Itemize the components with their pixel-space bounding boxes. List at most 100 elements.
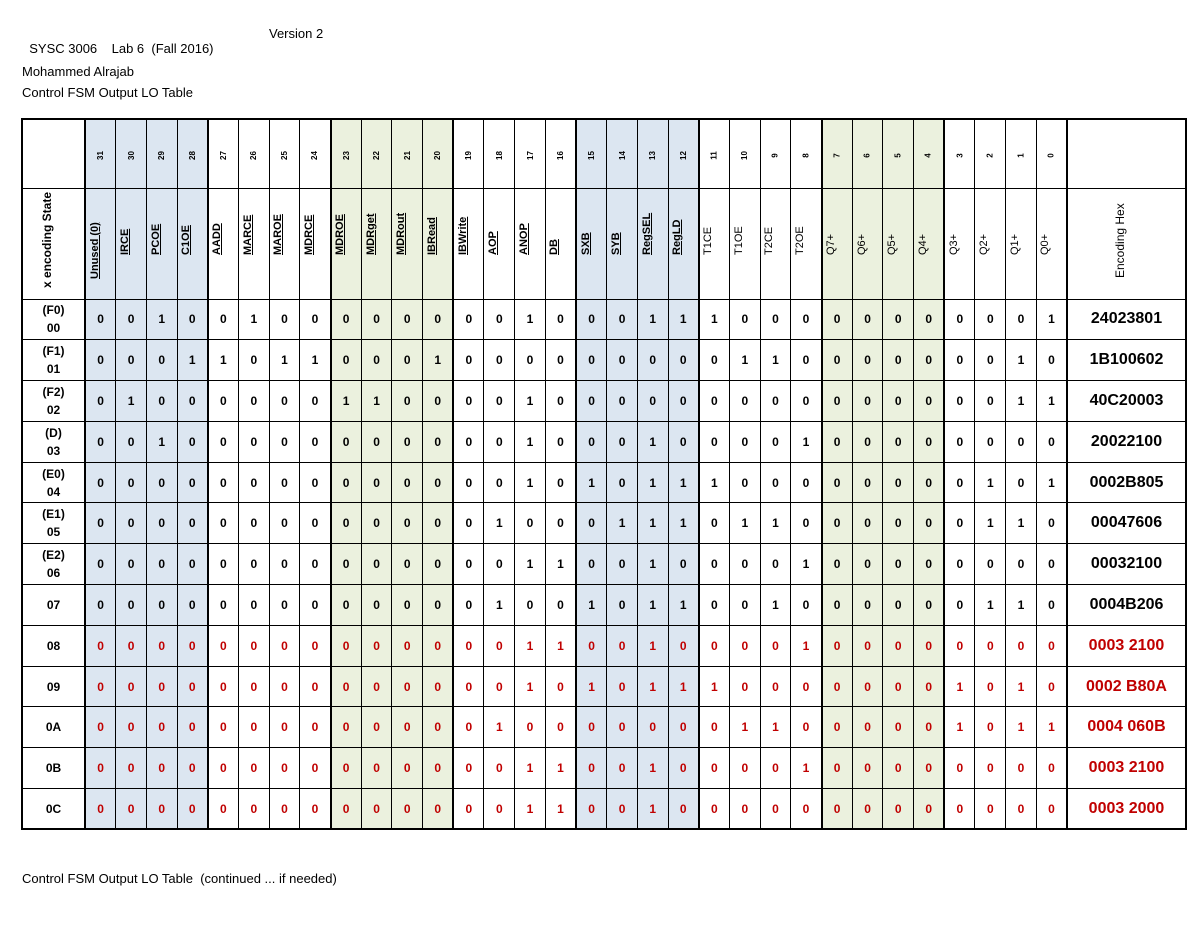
bit-cell: 0: [145, 543, 178, 586]
state-code: 03: [46, 443, 61, 458]
bit-cell: 0: [1005, 788, 1037, 830]
state-code: 09: [46, 679, 61, 694]
bit-cell: 1: [514, 624, 546, 667]
bit-cell: 0: [84, 747, 117, 790]
bit-cell: 0: [299, 665, 332, 708]
bit-number-header: 19: [452, 118, 485, 189]
bit-number-header: 31: [84, 118, 117, 189]
signal-name: Q5+: [886, 233, 899, 255]
bit-cell: 0: [851, 339, 884, 382]
bit-number-header: 29: [145, 118, 178, 189]
bit-number-header: 25: [268, 118, 301, 189]
encoding-hex-cell: 00032100: [1066, 543, 1187, 586]
bit-cell: 0: [84, 339, 117, 382]
bit-cell: 0: [176, 788, 209, 830]
bit-cell: 0: [299, 380, 332, 422]
bit-cell: 0: [237, 380, 270, 422]
encoding-hex-cell: 0003 2100: [1066, 747, 1187, 790]
bit-cell: 0: [943, 461, 976, 504]
bit-cell: 0: [207, 665, 239, 708]
bit-cell: 0: [115, 584, 147, 626]
bit-cell: 0: [1035, 788, 1068, 830]
encoding-hex-cell: 0003 2000: [1066, 788, 1187, 830]
bit-cell: 0: [299, 502, 332, 545]
bit-cell: 0: [207, 788, 239, 830]
bit-cell: 0: [145, 502, 178, 545]
bit-cell: 0: [1035, 543, 1068, 586]
bit-cell: 1: [698, 461, 730, 504]
bit-cell: 0: [943, 502, 976, 545]
hex-corner-cell: [1066, 118, 1187, 189]
bit-number-header: 8: [790, 118, 823, 189]
bit-cell: 1: [636, 584, 669, 626]
bit-cell: 0: [483, 543, 516, 586]
bit-number-label: 8: [801, 153, 811, 158]
bit-cell: 1: [667, 461, 700, 504]
bit-cell: 1: [698, 298, 730, 341]
signal-name: MDRout: [395, 212, 408, 255]
bit-cell: 0: [483, 624, 516, 667]
signal-header: Q3+: [943, 187, 976, 300]
bit-number-label: 4: [924, 153, 934, 158]
bit-cell: 0: [913, 380, 946, 422]
bit-cell: 0: [728, 380, 761, 422]
bit-cell: 0: [913, 543, 946, 586]
bit-cell: 1: [514, 665, 546, 708]
encoding-hex-cell: 0004B206: [1066, 584, 1187, 626]
signal-name: Q1+: [1008, 233, 1021, 255]
bit-cell: 0: [452, 420, 485, 463]
bit-cell: 0: [943, 788, 976, 830]
bit-number-label: 27: [218, 150, 228, 160]
bit-cell: 0: [882, 584, 915, 626]
signal-name: SYB: [610, 231, 623, 255]
bit-cell: 1: [575, 461, 608, 504]
bit-cell: 0: [544, 339, 577, 382]
bit-cell: 0: [790, 380, 823, 422]
bit-cell: 0: [821, 706, 853, 749]
bit-cell: 0: [606, 788, 638, 830]
bit-cell: 0: [575, 298, 608, 341]
bit-cell: 0: [728, 298, 761, 341]
bit-cell: 0: [237, 584, 270, 626]
bit-cell: 0: [422, 665, 455, 708]
bit-cell: 0: [145, 624, 178, 667]
state-code: 00: [46, 321, 61, 336]
bit-cell: 0: [882, 339, 915, 382]
bit-cell: 0: [913, 747, 946, 790]
bit-cell: 0: [330, 665, 362, 708]
bit-cell: 0: [237, 747, 270, 790]
bit-cell: 1: [636, 788, 669, 830]
bit-cell: 0: [974, 298, 1007, 341]
bit-cell: 0: [728, 747, 761, 790]
state-column-label: x encoding State: [39, 191, 54, 288]
state-cell: (F1) 01: [21, 339, 86, 382]
encoding-hex-cell: 24023801: [1066, 298, 1187, 341]
bit-number-label: 12: [678, 150, 688, 160]
bit-cell: 1: [483, 502, 516, 545]
bit-cell: 0: [636, 380, 669, 422]
bit-cell: 0: [360, 461, 393, 504]
bit-cell: 0: [913, 706, 946, 749]
bit-cell: 0: [452, 461, 485, 504]
signal-name: Q6+: [855, 233, 868, 255]
bit-cell: 0: [84, 706, 117, 749]
bit-cell: 0: [268, 706, 301, 749]
signal-name: Q7+: [825, 233, 838, 255]
bit-cell: 0: [268, 543, 301, 586]
bit-number-header: 14: [606, 118, 638, 189]
signal-header: Unused (0): [84, 187, 117, 300]
bit-cell: 0: [728, 420, 761, 463]
state-cell: 0C: [21, 788, 86, 830]
bit-cell: 0: [176, 624, 209, 667]
bit-cell: 0: [84, 502, 117, 545]
bit-cell: 0: [207, 380, 239, 422]
bit-cell: 0: [237, 624, 270, 667]
bit-cell: 0: [115, 624, 147, 667]
bit-cell: 0: [299, 420, 332, 463]
bit-cell: 1: [1035, 380, 1068, 422]
hex-column-header: Encoding Hex: [1066, 187, 1187, 300]
bit-cell: 0: [299, 543, 332, 586]
course-heading: SYSC 3006 Lab 6 (Fall 2016) Version 2: [22, 26, 323, 71]
bit-cell: 0: [882, 543, 915, 586]
bit-cell: 0: [882, 624, 915, 667]
